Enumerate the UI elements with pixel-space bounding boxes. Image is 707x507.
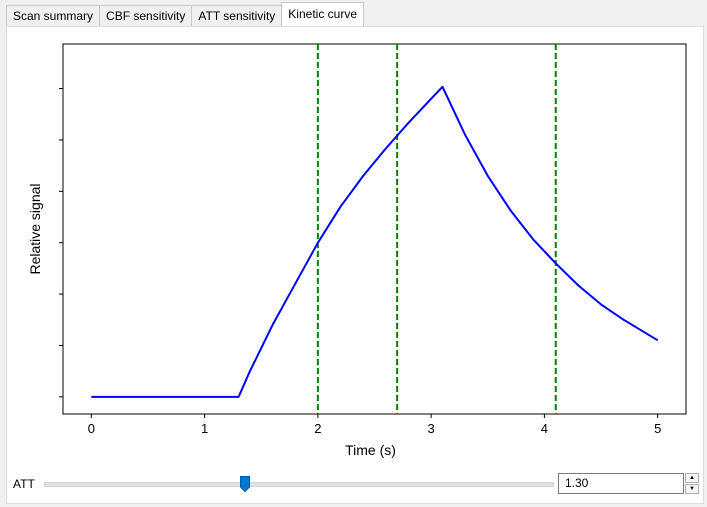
- tab-kinetic-curve[interactable]: Kinetic curve: [281, 2, 364, 26]
- att-spinbox-buttons: ▲ ▼: [685, 473, 699, 494]
- tab-bar: Scan summary CBF sensitivity ATT sensiti…: [6, 2, 364, 26]
- spin-down-button[interactable]: ▼: [685, 484, 699, 494]
- att-label: ATT: [13, 477, 35, 491]
- spin-up-button[interactable]: ▲: [685, 473, 699, 483]
- x-tick-label: 1: [201, 421, 208, 436]
- att-controls: ATT 1.30 ▲ ▼: [6, 466, 704, 502]
- kinetic-curve-chart: 0 1 2 3 4 5 Time (s) Relative signal: [27, 43, 687, 458]
- tab-att-sensitivity[interactable]: ATT sensitivity: [191, 5, 283, 26]
- att-slider-track[interactable]: [44, 482, 554, 487]
- x-axis-label: Time (s): [345, 442, 396, 458]
- x-tick-label: 4: [541, 421, 548, 436]
- tab-cbf-sensitivity[interactable]: CBF sensitivity: [99, 5, 193, 26]
- x-tick-label: 2: [314, 421, 321, 436]
- att-slider-thumb[interactable]: [240, 476, 251, 492]
- tab-scan-summary[interactable]: Scan summary: [6, 5, 101, 26]
- kinetic-curve-panel: 0 1 2 3 4 5 Time (s) Relative signal: [6, 26, 704, 504]
- y-axis-label: Relative signal: [27, 183, 43, 274]
- x-tick-label: 0: [88, 421, 95, 436]
- att-spinbox-input[interactable]: 1.30: [558, 473, 684, 494]
- plot-area: [62, 43, 687, 415]
- x-tick-label: 5: [654, 421, 661, 436]
- x-tick-label: 3: [428, 421, 435, 436]
- kinetic-curve-line: [91, 85, 659, 398]
